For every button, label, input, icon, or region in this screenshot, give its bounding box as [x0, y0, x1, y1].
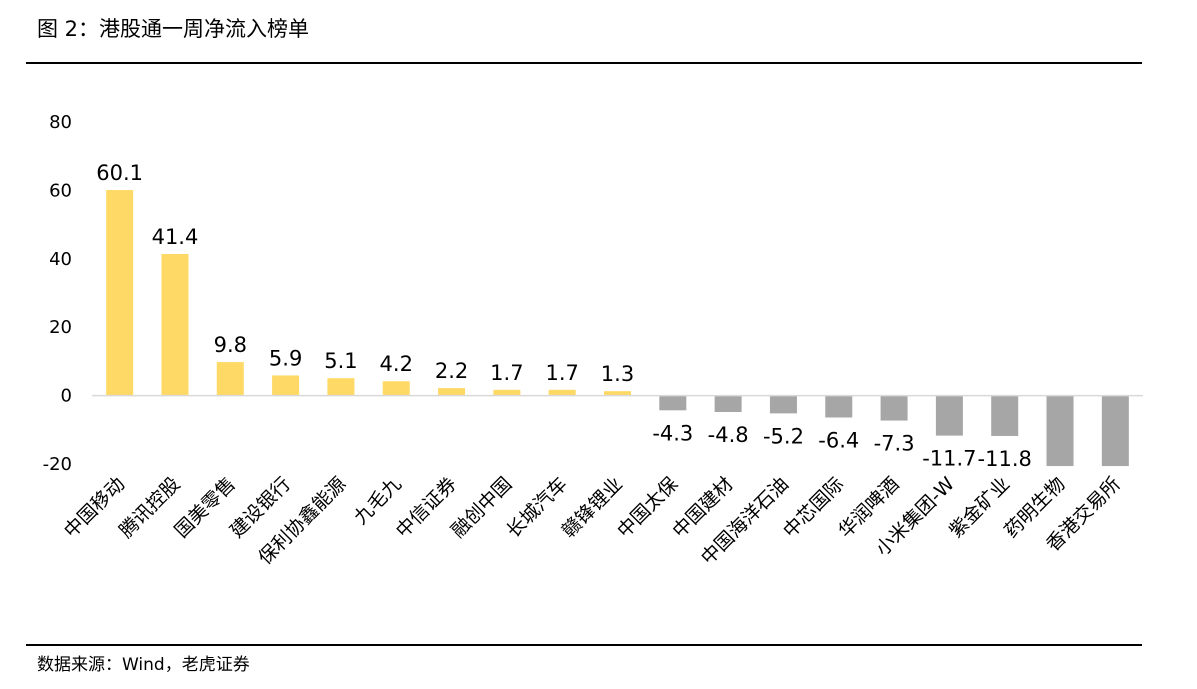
data-label: 1.7 [490, 361, 523, 385]
y-tick-label: 80 [49, 112, 72, 133]
bar [106, 190, 134, 396]
source-rule [26, 644, 1142, 646]
figure-title: 图 2：港股通一周净流入榜单 [37, 17, 310, 41]
data-label: 2.2 [435, 359, 468, 383]
bar [438, 388, 466, 396]
bar [382, 381, 410, 396]
bar [272, 375, 300, 396]
y-tick-label: -20 [43, 454, 72, 475]
data-label: -4.3 [652, 421, 693, 445]
data-label: -11.8 [978, 447, 1032, 471]
data-label: 5.1 [324, 349, 357, 373]
category-label: 紫金矿业 [945, 473, 1014, 542]
y-axis: 80 60 40 20 0 -20 [43, 112, 72, 475]
category-label: 中信证券 [392, 473, 461, 542]
bar [493, 389, 521, 396]
title-rule [26, 62, 1142, 64]
bar [1046, 395, 1074, 467]
data-label: 1.3 [601, 362, 634, 386]
y-tick-label: 60 [49, 180, 72, 201]
category-label: 中芯国际 [779, 473, 848, 542]
bar [327, 378, 355, 396]
data-label: 1.7 [545, 361, 578, 385]
y-tick-label: 0 [61, 386, 72, 407]
source-note: 数据来源：Wind，老虎证券 [37, 655, 250, 675]
category-label: 中国太保 [613, 473, 682, 542]
bar [935, 395, 963, 436]
bar [216, 362, 244, 396]
bar [825, 395, 853, 418]
y-tick-label: 20 [49, 317, 72, 338]
data-label: 5.9 [269, 346, 302, 370]
bar [991, 395, 1019, 436]
bar [604, 391, 631, 396]
data-label: 41.4 [152, 225, 199, 249]
bar [659, 395, 687, 411]
bar [548, 389, 576, 396]
category-label: 国美零售 [171, 473, 240, 542]
bar [1101, 395, 1129, 467]
data-label: -4.8 [708, 423, 749, 447]
category-label: 腾讯控股 [115, 473, 184, 542]
category-label: 长城汽车 [502, 473, 571, 542]
bars [106, 190, 1129, 467]
data-label: 60.1 [96, 161, 143, 185]
data-label: 4.2 [380, 352, 413, 376]
data-label: -6.4 [818, 428, 859, 452]
category-label: 中国移动 [60, 473, 129, 542]
bar [769, 395, 797, 414]
data-label: -5.2 [763, 424, 804, 448]
data-label: -11.7 [922, 447, 976, 471]
bar [880, 395, 908, 421]
category-label: 融创中国 [447, 473, 516, 542]
data-labels: 60.1 41.4 9.8 5.9 5.1 4.2 2.2 1.7 1.7 1.3 -4.3 -4.8… [96, 161, 1032, 471]
category-label: 赣锋锂业 [558, 473, 627, 542]
bar [161, 254, 189, 396]
bar [714, 395, 742, 413]
y-tick-label: 40 [49, 249, 72, 270]
data-label: 9.8 [214, 333, 247, 357]
data-label: -7.3 [874, 432, 915, 456]
